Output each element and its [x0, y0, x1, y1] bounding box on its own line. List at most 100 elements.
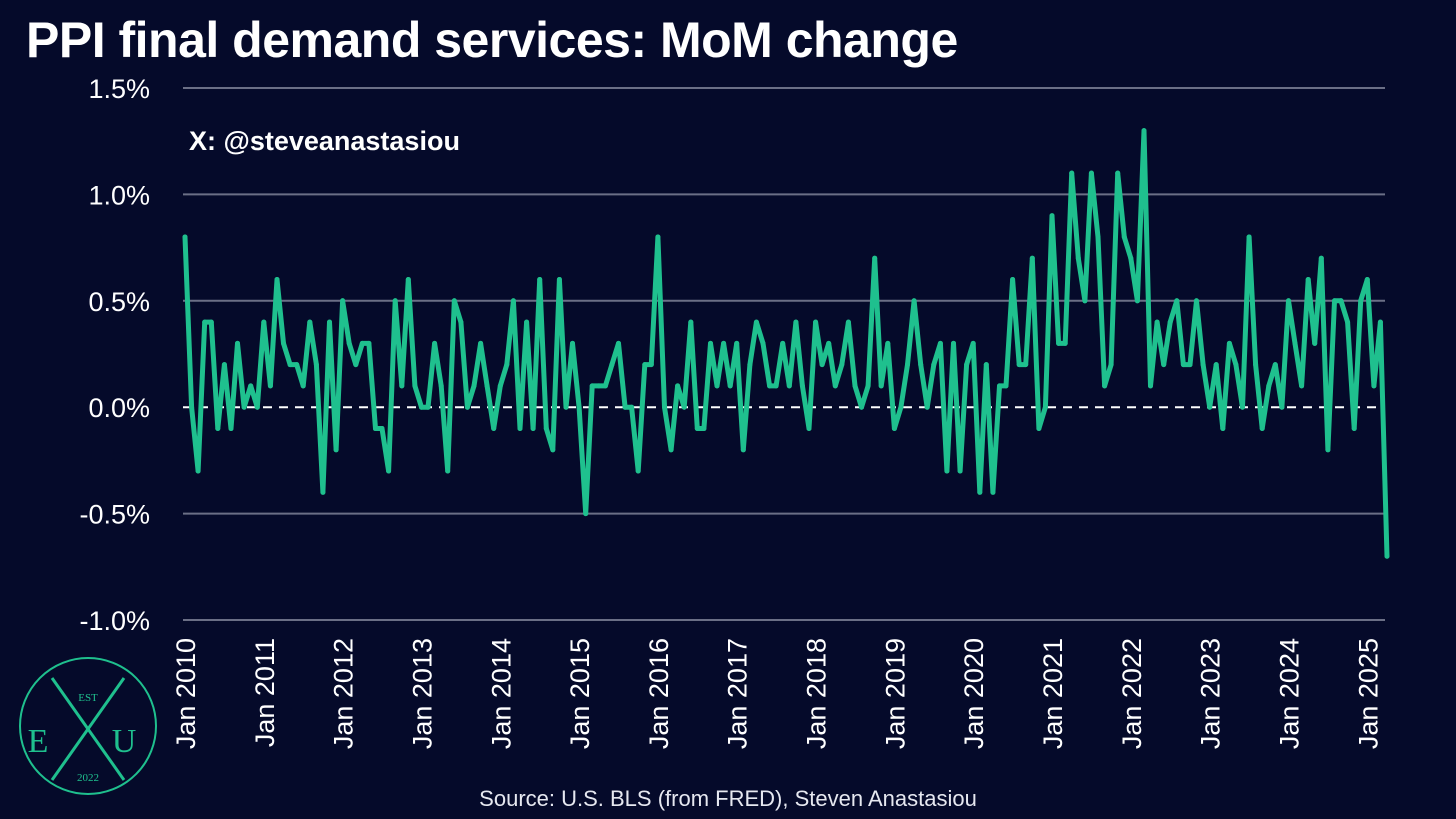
data-point — [1364, 277, 1370, 282]
data-point — [983, 362, 989, 368]
data-point — [294, 362, 300, 368]
data-point — [182, 234, 188, 240]
data-point — [1029, 255, 1035, 261]
y-tick-label: 1.0% — [88, 180, 150, 210]
data-point — [1200, 362, 1206, 368]
data-point — [753, 319, 759, 325]
data-point — [951, 340, 956, 346]
x-tick-label: Jan 2023 — [1196, 638, 1226, 749]
data-point — [340, 298, 346, 304]
source-note: Source: U.S. BLS (from FRED), Steven Ana… — [479, 786, 977, 811]
data-point — [517, 426, 523, 431]
data-point — [813, 319, 819, 325]
data-point — [734, 340, 740, 346]
data-point — [780, 340, 786, 346]
data-point — [977, 489, 983, 495]
x-tick-label: Jan 2013 — [407, 638, 437, 749]
data-point — [1220, 426, 1226, 431]
data-point — [432, 340, 438, 346]
data-point — [1075, 255, 1081, 261]
data-point — [1272, 362, 1278, 368]
twitter-handle-annotation: X: @steveanastasiou — [189, 126, 460, 156]
logo-emblem: EST E X U 2022 — [19, 657, 157, 795]
data-point — [261, 319, 267, 325]
data-point — [438, 383, 444, 389]
data-point — [189, 404, 195, 410]
data-point — [346, 340, 352, 346]
data-point — [399, 383, 405, 389]
data-point — [379, 426, 385, 431]
data-point — [852, 383, 858, 389]
data-point — [839, 362, 845, 368]
data-point — [1069, 170, 1075, 176]
data-point — [878, 383, 884, 389]
data-point — [1305, 277, 1311, 282]
data-point — [1108, 362, 1114, 368]
data-point — [826, 340, 832, 346]
data-point — [1345, 319, 1351, 325]
data-point — [760, 340, 766, 346]
data-point — [458, 319, 464, 325]
grid-lines — [183, 87, 1385, 621]
data-point — [701, 426, 707, 431]
data-point — [556, 277, 562, 282]
data-point — [694, 426, 700, 431]
data-point — [1016, 362, 1022, 368]
data-point — [1154, 319, 1160, 325]
x-tick-label: Jan 2021 — [1038, 638, 1068, 749]
y-tick-label: 0.0% — [88, 393, 150, 423]
x-tick-label: Jan 2012 — [329, 638, 359, 749]
data-point — [248, 383, 254, 389]
data-point — [642, 362, 648, 368]
x-tick-label: Jan 2010 — [171, 638, 201, 749]
data-point — [202, 319, 208, 325]
data-point — [727, 383, 733, 389]
data-point — [353, 362, 359, 368]
data-point — [1023, 362, 1029, 368]
logo-est: EST — [78, 692, 98, 704]
x-tick-label: Jan 2015 — [565, 638, 595, 749]
data-point — [524, 319, 530, 325]
x-tick-label: Jan 2020 — [959, 638, 989, 749]
data-point — [228, 426, 234, 431]
x-tick-label: Jan 2017 — [723, 638, 753, 749]
data-point — [970, 340, 976, 346]
data-point — [1167, 319, 1173, 325]
data-point — [1299, 383, 1305, 389]
data-point — [287, 362, 293, 368]
data-point — [1088, 170, 1094, 176]
data-point — [497, 383, 503, 389]
data-point — [550, 447, 556, 453]
data-point — [1194, 298, 1199, 304]
data-point — [281, 340, 286, 346]
data-point — [359, 340, 365, 346]
y-tick-label: 1.5% — [88, 74, 150, 104]
data-point — [1286, 298, 1291, 304]
data-point — [1187, 362, 1193, 368]
data-point — [845, 319, 851, 325]
data-point — [576, 404, 582, 410]
data-point — [616, 340, 621, 346]
data-point — [195, 468, 201, 474]
data-point — [412, 383, 418, 389]
data-point — [1292, 340, 1298, 346]
data-point — [1226, 340, 1232, 346]
data-point — [957, 468, 963, 474]
data-point — [629, 404, 635, 410]
data-point — [1371, 383, 1377, 389]
data-point — [905, 362, 910, 368]
data-point — [662, 404, 667, 410]
data-point — [931, 362, 937, 368]
data-point — [235, 340, 240, 346]
data-point — [622, 404, 628, 410]
data-point — [964, 362, 970, 368]
x-axis-ticks: Jan 2010 Jan 2011 Jan 2012 Jan 2013 Jan 2014… — [171, 638, 1383, 749]
data-point — [990, 489, 996, 495]
data-point — [885, 340, 891, 346]
data-point — [609, 362, 615, 368]
data-point — [1042, 404, 1048, 410]
data-point — [740, 447, 746, 453]
data-point — [1253, 362, 1259, 368]
data-point — [405, 277, 411, 282]
data-point — [714, 383, 720, 389]
